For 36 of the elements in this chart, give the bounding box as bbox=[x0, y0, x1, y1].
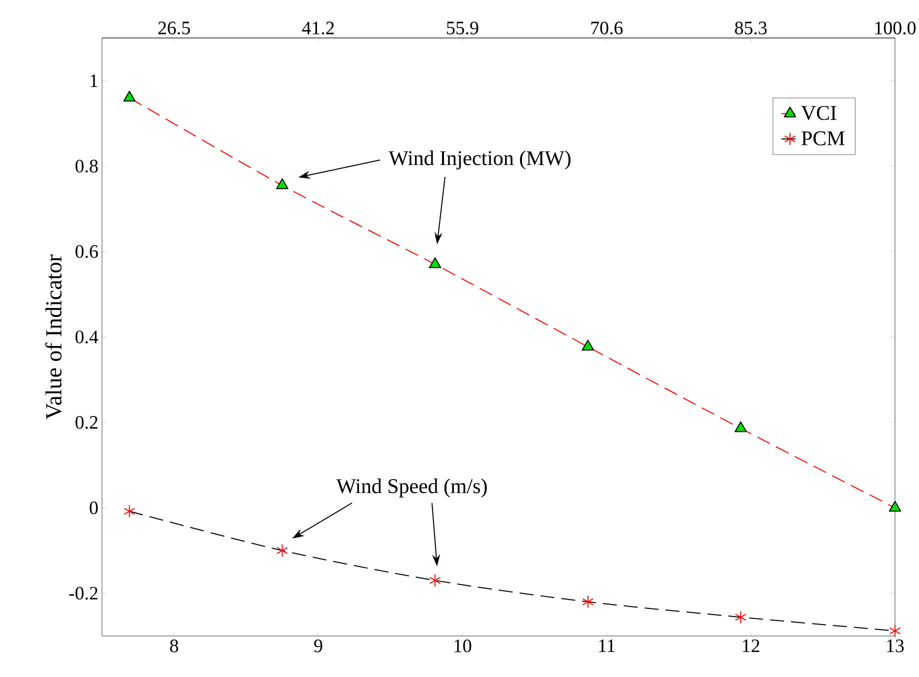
y-axis-title: Value of Indicator bbox=[45, 254, 62, 420]
x-tick-label: 9 bbox=[314, 640, 322, 652]
point bbox=[124, 504, 136, 518]
y-tick-label: 0 bbox=[90, 501, 98, 514]
x2-tick-label: 85.3 bbox=[734, 22, 767, 34]
y-tick-label: 0.6 bbox=[76, 245, 98, 258]
x-tick-label: 12 bbox=[743, 640, 760, 652]
annotation: Wind Injection (MW) bbox=[388, 150, 570, 170]
point bbox=[734, 421, 747, 432]
point bbox=[735, 610, 746, 624]
x2-tick-label: 70.6 bbox=[591, 22, 623, 34]
y-tick-label: 0.4 bbox=[76, 330, 98, 344]
point bbox=[276, 544, 288, 558]
x-tick-label: 13 bbox=[887, 640, 904, 652]
point bbox=[888, 500, 902, 512]
y-tick-label: 1 bbox=[90, 74, 98, 87]
x2-tick-label: 41.2 bbox=[302, 22, 334, 34]
x-tick-label: 10 bbox=[454, 640, 472, 652]
x-tick-label: 11 bbox=[599, 640, 615, 652]
legend-label: PCM bbox=[802, 131, 845, 146]
point bbox=[428, 257, 442, 268]
x2-tick-label: 100.0 bbox=[875, 22, 916, 34]
point bbox=[889, 624, 901, 638]
point bbox=[582, 595, 594, 608]
y-tick-label: -0.2 bbox=[69, 586, 98, 600]
x2-tick-label: 26.5 bbox=[158, 22, 190, 34]
point bbox=[429, 574, 441, 587]
y-tick-label: 0.8 bbox=[76, 160, 98, 173]
point bbox=[582, 340, 594, 351]
point bbox=[123, 90, 136, 102]
annotation: Wind Speed (m/s) bbox=[336, 478, 487, 498]
x-tick-label: 8 bbox=[170, 640, 178, 652]
y-tick-label: 0.2 bbox=[76, 416, 98, 429]
legend-label: VCI bbox=[801, 106, 836, 120]
point bbox=[276, 178, 288, 190]
x2-tick-label: 55.9 bbox=[447, 22, 478, 34]
